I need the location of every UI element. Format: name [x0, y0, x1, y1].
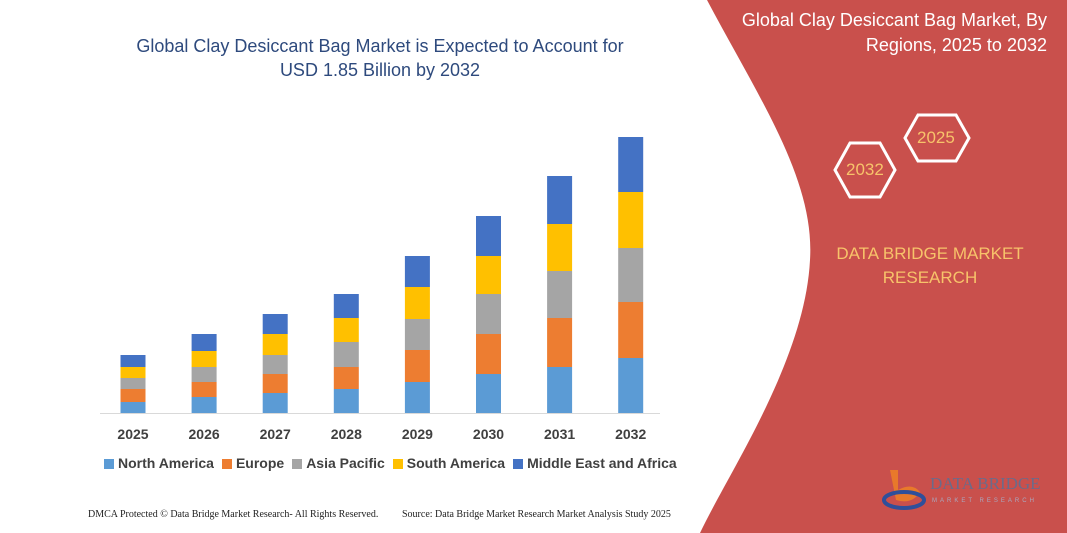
legend-swatch	[104, 458, 114, 469]
hexagon-2032	[833, 141, 897, 199]
legend-item: North America	[104, 455, 214, 472]
legend-swatch	[392, 458, 403, 469]
legend-label: South America	[406, 455, 506, 471]
brand-line1: DATA BRIDGE MARKET	[836, 244, 1024, 263]
legend-item: South America	[392, 455, 506, 472]
hex-label-2032: 2032	[846, 160, 884, 179]
logo-text: DATA BRIDGE	[930, 474, 1041, 493]
legend-item: Asia Pacific	[292, 455, 385, 472]
legend-swatch	[292, 458, 303, 469]
chart-title-line1: Global Clay Desiccant Bag Market is Expe…	[136, 36, 624, 56]
bar-segment-2027-middle-east-and-africa	[262, 314, 288, 334]
bar-segment-2025-asia-pacific	[120, 378, 146, 389]
x-tick-label: 2027	[259, 426, 291, 442]
x-tick-label: 2026	[188, 426, 220, 442]
bar-segment-2027-south-america	[262, 334, 288, 355]
bar-segment-2031-north-america	[547, 367, 573, 413]
hex-label-2025: 2025	[917, 128, 955, 147]
side-title: Global Clay Desiccant Bag Market, By Reg…	[717, 8, 1047, 58]
bar-segment-2028-europe	[333, 367, 359, 389]
chart-title-line2: USD 1.85 Billion by 2032	[279, 60, 481, 80]
bar-segment-2026-south-america	[191, 351, 217, 367]
footer-copyright: DMCA Protected © Data Bridge Market Rese…	[88, 509, 379, 520]
legend-label: North America	[118, 455, 214, 471]
x-tick-label: 2032	[615, 426, 647, 442]
bar-segment-2025-south-america	[120, 367, 146, 378]
brand-text: DATA BRIDGE MARKET RESEARCH	[800, 242, 1060, 290]
bars	[120, 137, 644, 413]
bar-segment-2027-asia-pacific	[262, 355, 288, 374]
bar-segment-2025-middle-east-and-africa	[120, 355, 146, 367]
bar-segment-2028-north-america	[333, 389, 359, 413]
footer-source: Source: Data Bridge Market Research Mark…	[402, 509, 671, 520]
bar-segment-2029-asia-pacific	[404, 319, 430, 350]
bar-segment-2030-north-america	[476, 374, 501, 413]
bar-segment-2032-asia-pacific	[618, 248, 644, 302]
bar-segment-2026-europe	[191, 382, 217, 397]
bar-segment-2029-europe	[404, 350, 430, 382]
side-title-line1: Global Clay Desiccant Bag Market, By	[741, 10, 1047, 30]
bar-segment-2030-south-america	[476, 256, 501, 294]
bar-segment-2032-north-america	[618, 358, 644, 413]
brand-line2: RESEARCH	[882, 268, 978, 287]
bar-segment-2031-south-america	[547, 224, 573, 271]
side-panel	[700, 0, 1067, 533]
bar-segment-2027-europe	[262, 374, 288, 393]
bar-segment-2030-middle-east-and-africa	[476, 216, 501, 256]
bar-segment-2025-europe	[120, 389, 146, 402]
data-bridge-logo-icon	[882, 470, 926, 510]
bar-segment-2031-europe	[547, 318, 573, 367]
bar-segment-2028-middle-east-and-africa	[333, 294, 359, 318]
bar-segment-2031-middle-east-and-africa	[547, 176, 573, 224]
legend-label: Middle East and Africa	[527, 455, 677, 471]
bar-segment-2026-north-america	[191, 397, 217, 413]
x-tick-label: 2030	[472, 426, 505, 442]
bar-segment-2032-middle-east-and-africa	[618, 137, 644, 192]
bar-segment-2027-north-america	[262, 393, 288, 413]
bar-segment-2025-north-america	[120, 402, 146, 413]
legend: North America Europe Asia Pacific South Ame…	[104, 455, 677, 472]
x-tick-label: 2031	[544, 426, 576, 442]
bar-segment-2029-north-america	[404, 382, 430, 413]
bar-segment-2029-south-america	[404, 287, 430, 319]
legend-swatch	[513, 458, 524, 469]
bar-segment-2026-middle-east-and-africa	[191, 334, 217, 351]
bar-segment-2031-asia-pacific	[547, 271, 573, 318]
x-tick-label: 2028	[330, 426, 362, 442]
bar-segment-2032-europe	[618, 302, 644, 358]
bar-segment-2028-south-america	[333, 318, 359, 342]
bar-segment-2032-south-america	[618, 192, 644, 248]
side-title-line2: Regions, 2025 to 2032	[865, 35, 1047, 55]
bar-segment-2029-middle-east-and-africa	[404, 256, 430, 287]
hexagon-2025	[903, 113, 971, 163]
logo-subtext: MARKET RESEARCH	[932, 498, 1037, 504]
legend-item: Middle East and Africa	[513, 455, 677, 472]
bar-segment-2030-europe	[476, 334, 501, 374]
chart-title: Global Clay Desiccant Bag Market is Expe…	[100, 34, 660, 82]
legend-label: Europe	[235, 455, 285, 471]
legend-label: Asia Pacific	[306, 455, 385, 471]
x-tick-label: 2029	[401, 426, 433, 442]
bar-segment-2026-asia-pacific	[191, 367, 217, 382]
legend-item: Europe	[221, 455, 285, 472]
legend-swatch	[221, 458, 232, 469]
bar-segment-2030-asia-pacific	[476, 294, 501, 334]
bar-segment-2028-asia-pacific	[333, 342, 359, 367]
x-tick-label: 2025	[117, 426, 149, 442]
